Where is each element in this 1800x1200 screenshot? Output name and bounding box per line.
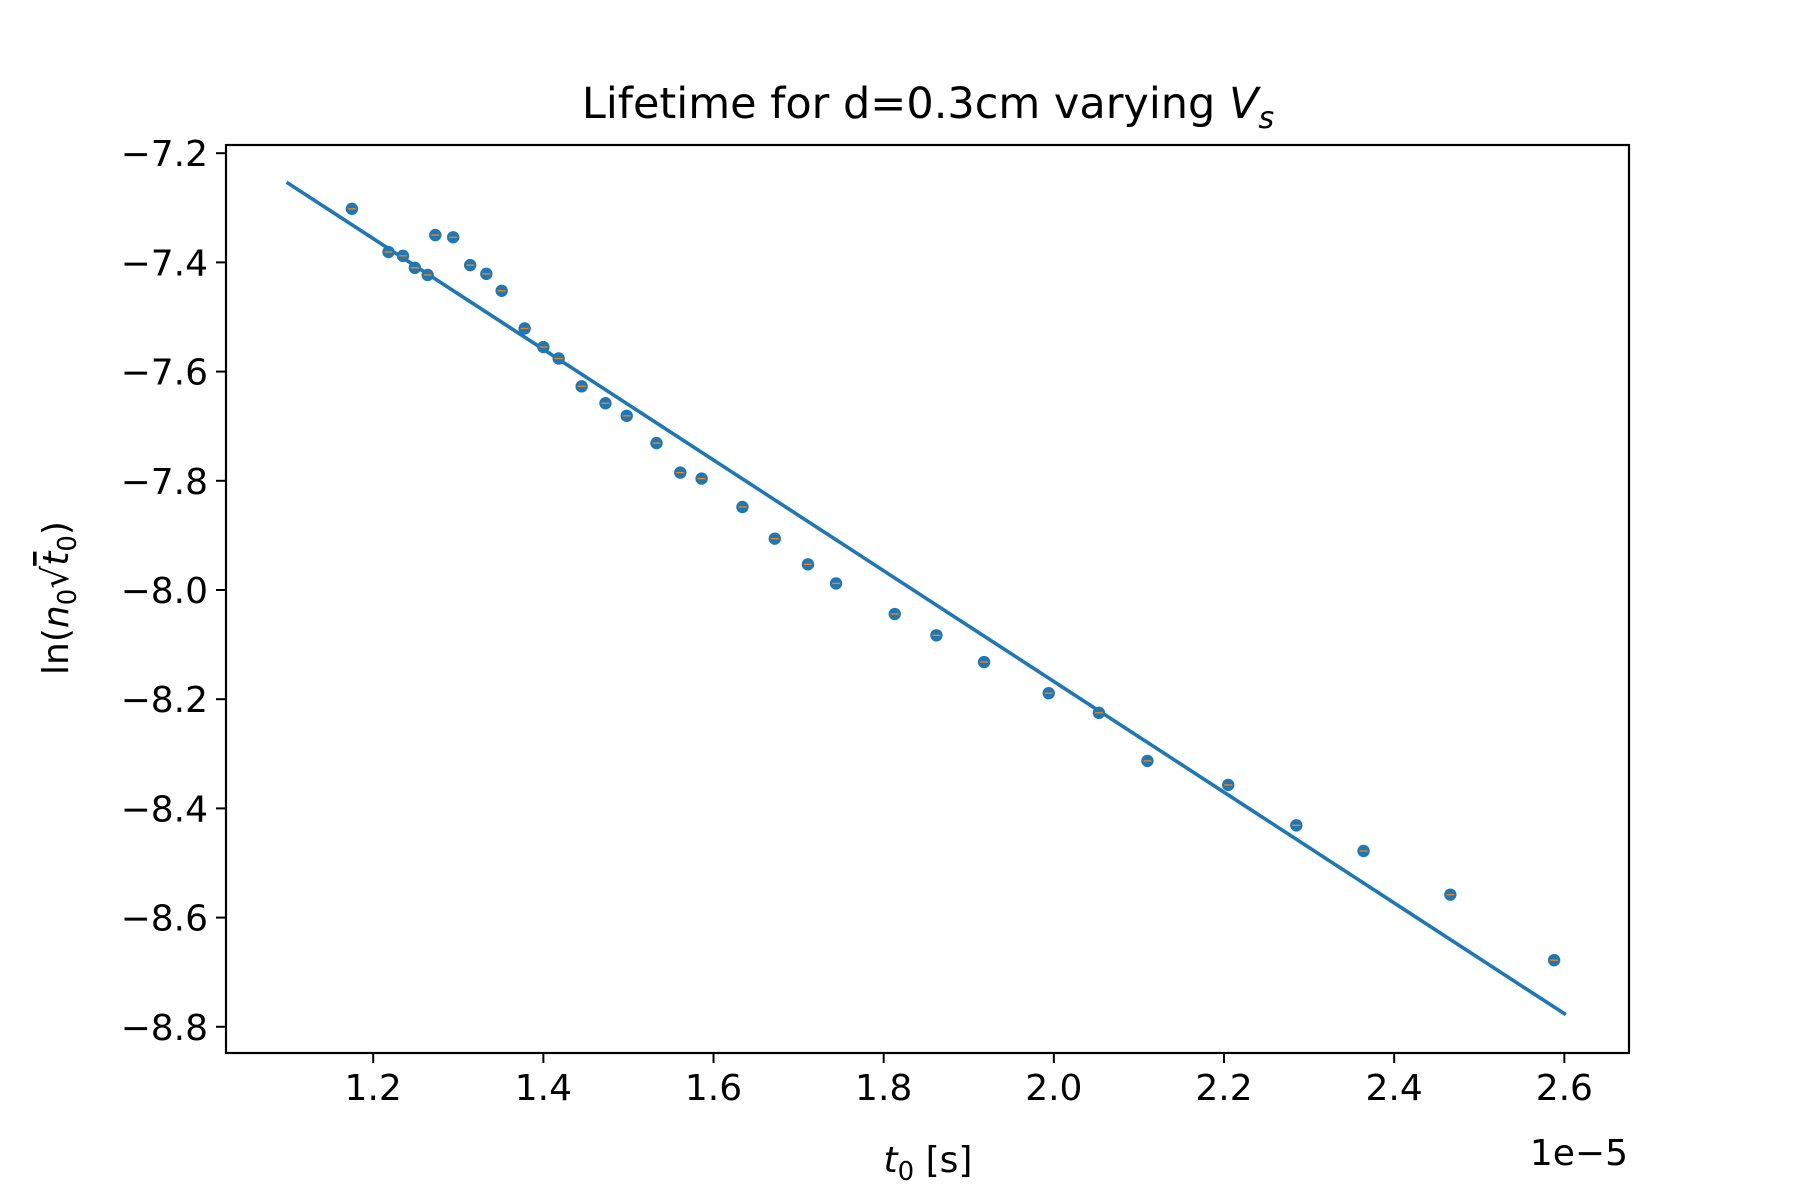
y-axis-label-n-sub: 0 xyxy=(53,589,83,606)
x-axis-label-sub: 0 xyxy=(898,1157,915,1187)
x-tick-label: 2.6 xyxy=(1536,1068,1593,1109)
x-tick-label: 1.4 xyxy=(515,1068,572,1109)
y-tick-label: −8.4 xyxy=(121,789,208,830)
y-axis-label-t: t xyxy=(36,550,77,566)
x-tick-label: 2.2 xyxy=(1195,1068,1252,1109)
y-tick-label: −8.2 xyxy=(121,680,208,721)
plot-content xyxy=(285,180,1567,1017)
y-axis-label: ln(n0√t0) xyxy=(36,521,83,675)
y-axis-ticks: −7.2 −7.4 −7.6 −7.8 −8.0 −8.2 −8.4 −8.6 −8.8 xyxy=(121,134,226,1049)
chart-title-var: V xyxy=(1229,79,1261,129)
y-tick-label: −7.4 xyxy=(121,243,208,284)
chart-title: Lifetime for d=0.3cm varying Vs xyxy=(582,79,1274,136)
x-axis-label-units: [s] xyxy=(914,1140,972,1181)
y-tick-label: −7.8 xyxy=(121,462,208,503)
y-axis-label-sqrt: √ xyxy=(36,566,77,589)
x-tick-label: 1.6 xyxy=(685,1068,742,1109)
y-tick-label: −8.0 xyxy=(121,571,208,612)
x-axis-label: t0 [s] xyxy=(884,1140,973,1187)
y-tick-label: −7.2 xyxy=(121,134,208,175)
y-tick-label: −8.8 xyxy=(121,1008,208,1049)
y-axis-label-open: ln( xyxy=(36,628,77,675)
x-tick-label: 1.8 xyxy=(855,1068,912,1109)
chart-title-sub: s xyxy=(1258,101,1274,136)
x-tick-label: 2.4 xyxy=(1366,1068,1423,1109)
chart-title-main: Lifetime for d=0.3cm varying xyxy=(582,79,1229,129)
x-tick-label: 2.0 xyxy=(1025,1068,1082,1109)
y-axis-label-t-sub: 0 xyxy=(53,535,83,552)
fit-line xyxy=(285,180,1567,1017)
y-axis-label-close: ) xyxy=(36,521,77,535)
x-axis-ticks: 1.2 1.4 1.6 1.8 2.0 2.2 2.4 2.6 xyxy=(345,1053,1593,1109)
y-tick-label: −7.6 xyxy=(121,353,208,394)
x-axis-offset-label: 1e−5 xyxy=(1530,1133,1628,1174)
y-tick-label: −8.6 xyxy=(121,899,208,940)
plot-area-frame xyxy=(224,143,1631,1055)
y-axis-label-n: n xyxy=(36,605,77,628)
x-tick-label: 1.2 xyxy=(345,1068,402,1109)
x-axis-label-var: t xyxy=(884,1140,900,1181)
